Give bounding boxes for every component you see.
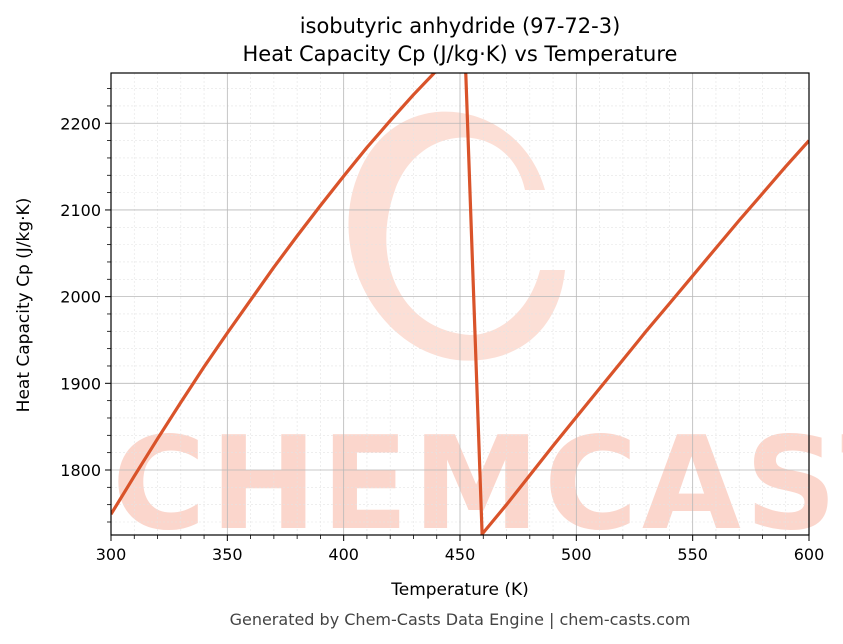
- x-axis-ticks: 300 350 400 450 500 550 600: [96, 535, 825, 564]
- y-axis-ticks: 1800 1900 2000 2100 2200: [60, 114, 111, 480]
- y-tick-label: 1800: [60, 461, 101, 480]
- y-tick-label: 2100: [60, 201, 101, 220]
- x-tick-label: 450: [445, 545, 476, 564]
- y-axis-label: Heat Capacity Cp (J/kg·K): [14, 198, 34, 413]
- footer-credit: Generated by Chem-Casts Data Engine | ch…: [230, 610, 691, 629]
- x-tick-label: 400: [328, 545, 359, 564]
- x-tick-label: 350: [212, 545, 243, 564]
- x-tick-label: 600: [794, 545, 825, 564]
- x-axis-label: Temperature (K): [390, 580, 529, 600]
- y-tick-label: 2000: [60, 288, 101, 307]
- y-axis-minor-ticks: [107, 88, 111, 523]
- chart-title: isobutyric anhydride (97-72-3): [300, 14, 621, 38]
- x-tick-label: 550: [677, 545, 708, 564]
- y-tick-label: 2200: [60, 114, 101, 133]
- watermark-logo-arc: [348, 111, 565, 361]
- x-axis-minor-ticks: [133, 535, 787, 539]
- x-tick-label: 300: [96, 545, 127, 564]
- watermark: CHEMCASTS: [112, 111, 843, 559]
- chart-subtitle: Heat Capacity Cp (J/kg·K) vs Temperature: [243, 42, 678, 66]
- series-line: [111, 73, 809, 535]
- y-tick-label: 1900: [60, 374, 101, 393]
- x-tick-label: 500: [561, 545, 592, 564]
